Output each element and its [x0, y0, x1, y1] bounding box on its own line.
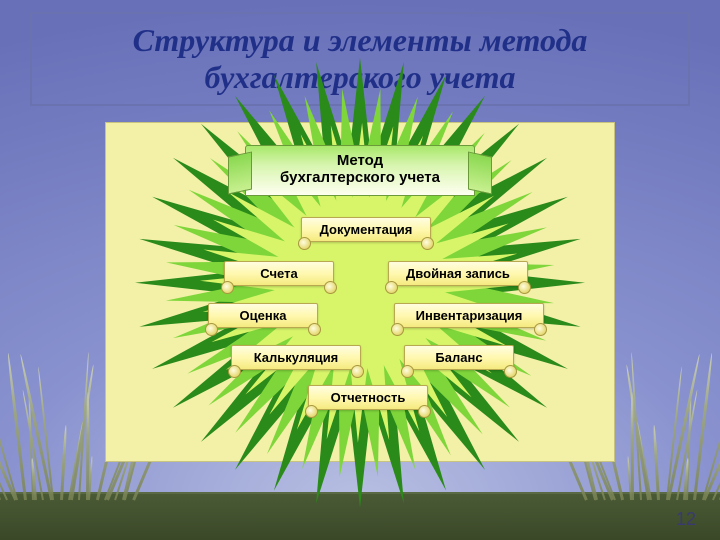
central-banner: Методбухгалтерского учета — [245, 145, 475, 196]
element-label-1: Счета — [224, 261, 334, 286]
element-label-4: Инвентаризация — [394, 303, 544, 328]
element-label-3: Оценка — [208, 303, 318, 328]
element-label-7: Отчетность — [308, 385, 428, 410]
element-label-6: Баланс — [404, 345, 514, 370]
page-number: 12 — [676, 509, 696, 530]
element-label-2: Двойная запись — [388, 261, 528, 286]
element-label-0: Документация — [301, 217, 431, 242]
diagram-panel: Методбухгалтерского учета Документация Сч… — [105, 122, 615, 462]
element-label-5: Калькуляция — [231, 345, 361, 370]
